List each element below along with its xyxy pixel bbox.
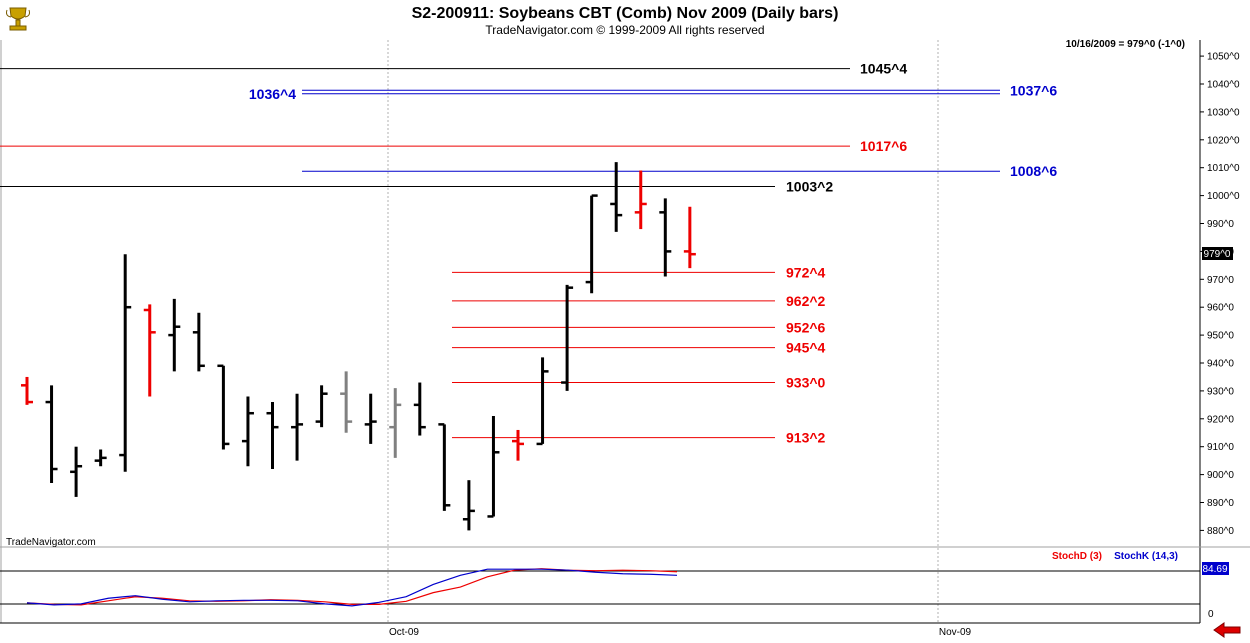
y-tick-label: 940^0 (1207, 359, 1234, 370)
level-label: 1045^4 (860, 61, 907, 77)
stoch-k-legend: StochK (14,3) (1114, 551, 1178, 562)
y-tick-label: 950^0 (1207, 331, 1234, 342)
x-tick-oct: Oct-09 (389, 627, 419, 638)
last-price-info: 10/16/2009 = 979^0 (-1^0) (1066, 39, 1185, 50)
level-label: 1003^2 (786, 179, 833, 195)
chart-subtitle: TradeNavigator.com © 1999-2009 All right… (485, 23, 764, 37)
y-tick-label: 920^0 (1207, 414, 1234, 425)
trophy-icon (6, 7, 30, 31)
y-tick-label: 990^0 (1207, 219, 1234, 230)
y-tick-label: 1050^0 (1207, 52, 1240, 63)
stochastic-lines (26, 568, 678, 607)
y-tick-label: 1000^0 (1207, 191, 1240, 202)
level-label: 1037^6 (1010, 82, 1057, 98)
y-tick-label: 970^0 (1207, 275, 1234, 286)
y-tick-label: 1040^0 (1207, 80, 1240, 91)
price-levels: 1045^4 1037^6 1036^4 1017^6 1008^6 1003^2 972^… (0, 61, 1057, 446)
stoch-value-label: 84.69 (1202, 564, 1227, 575)
price-bars (21, 162, 696, 531)
last-price-label: 979^0 (1204, 249, 1231, 260)
level-label: 933^0 (786, 375, 826, 391)
y-tick-label: 960^0 (1207, 303, 1234, 314)
y-tick-label: 1030^0 (1207, 107, 1240, 118)
stoch-d-legend: StochD (3) (1052, 551, 1102, 562)
level-label: 1017^6 (860, 138, 907, 154)
level-label: 1008^6 (1010, 163, 1057, 179)
last-price-tag: 979^0 (1202, 247, 1233, 260)
y-tick-label: 930^0 (1207, 386, 1234, 397)
stoch-value-tag: 84.69 (1202, 562, 1229, 575)
stoch-k-line (26, 568, 678, 607)
level-label: 962^2 (786, 293, 826, 309)
level-label: 1036^4 (249, 86, 296, 102)
stoch-zero-label: 0 (1208, 609, 1214, 620)
level-label: 972^4 (786, 264, 826, 280)
chart-title: S2-200911: Soybeans CBT (Comb) Nov 2009 … (412, 5, 839, 22)
y-tick-label: 1010^0 (1207, 163, 1240, 174)
y-tick-label: 890^0 (1207, 498, 1234, 509)
level-label: 952^6 (786, 319, 826, 335)
level-label: 913^2 (786, 430, 826, 446)
y-tick-label: 900^0 (1207, 470, 1234, 481)
y-tick-label: 880^0 (1207, 526, 1234, 537)
watermark-text: TradeNavigator.com (6, 537, 96, 548)
x-tick-nov: Nov-09 (939, 627, 972, 638)
y-tick-label: 1020^0 (1207, 135, 1240, 146)
level-label: 945^4 (786, 340, 826, 356)
y-tick-label: 910^0 (1207, 442, 1234, 453)
left-arrow-icon[interactable] (1213, 622, 1241, 638)
